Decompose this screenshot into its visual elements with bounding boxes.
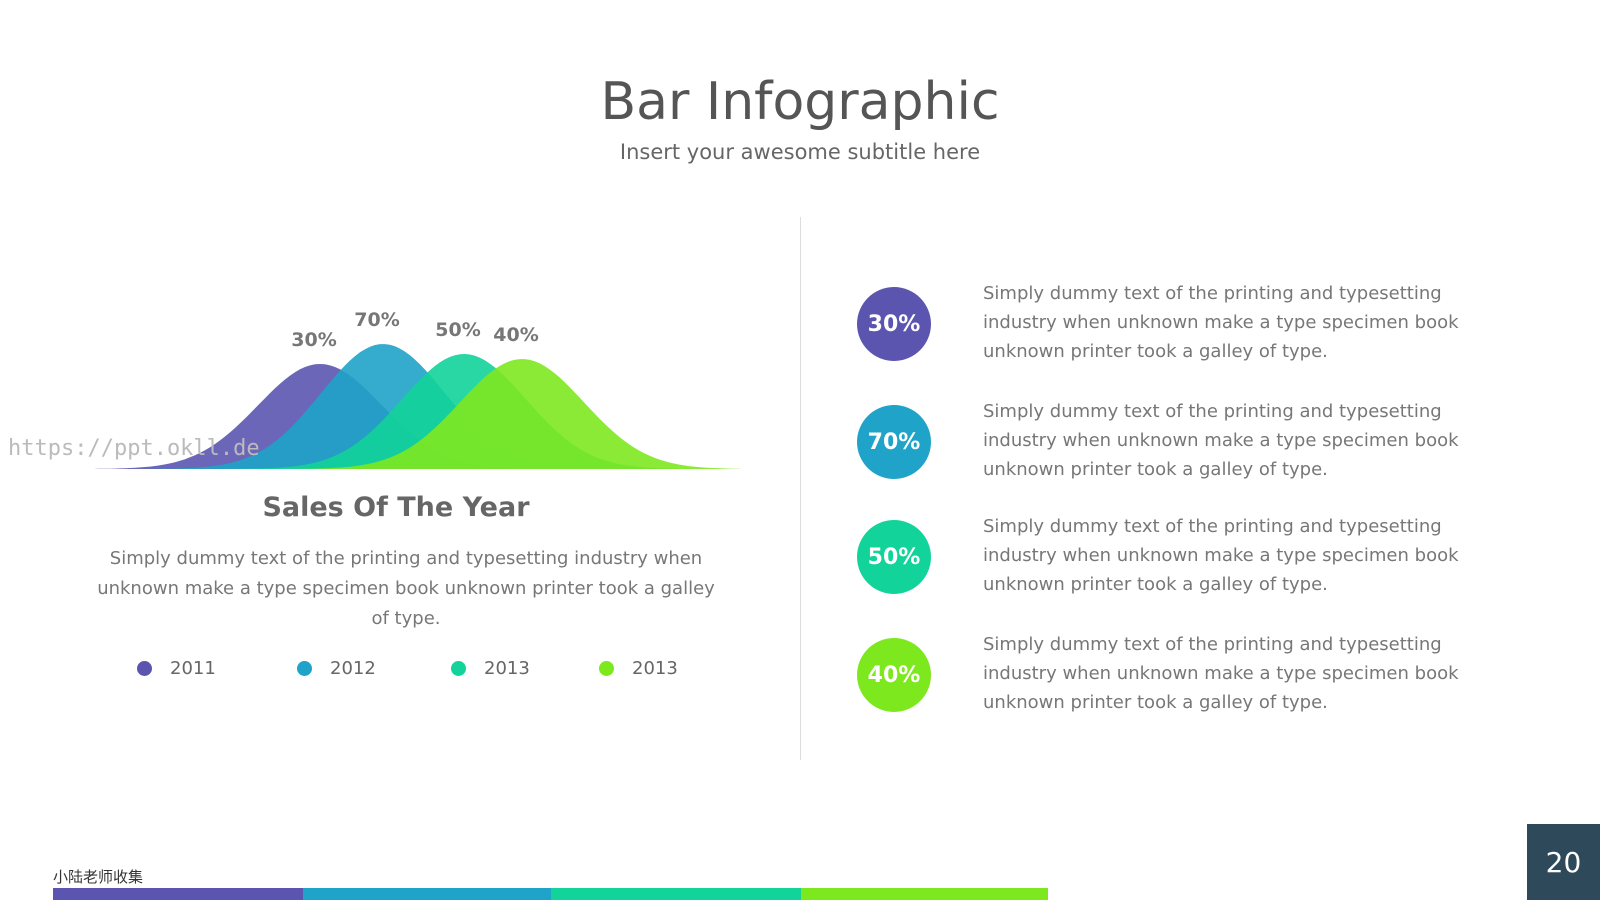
percent-circle: 70% [857,405,931,479]
bell-area [95,354,740,469]
percent-circle: 40% [857,638,931,712]
legend-label: 2011 [170,658,216,679]
legend-label: 2013 [484,658,530,679]
legend-dot [137,661,152,676]
footer-bar [303,888,551,900]
value-label: 50% [435,319,480,341]
item-text: Simply dummy text of the printing and ty… [983,634,1459,713]
value-label: 30% [291,329,336,351]
legend-item: 2012 [297,658,376,679]
chart-title: Sales Of The Year [262,492,530,523]
legend-dot [297,661,312,676]
legend-item: 2011 [137,658,216,679]
item-text: Simply dummy text of the printing and ty… [983,516,1459,595]
legend-label: 2013 [632,658,678,679]
percent-circle: 30% [857,287,931,361]
title: Bar Infographic [600,72,1000,132]
footer-bar [53,888,303,900]
footer-bar [801,888,1048,900]
percent-circle: 50% [857,520,931,594]
legend-item: 2013 [451,658,530,679]
subtitle: Insert your awesome subtitle here [619,140,981,164]
watermark: https://ppt.okll.de [8,436,260,461]
footer-bar [551,888,801,900]
page-number: 20 [1527,824,1600,900]
bell-area [95,359,740,469]
bell-area [95,364,740,469]
value-label: 40% [493,324,538,346]
credit: 小陆老师收集 [53,868,144,886]
divider [800,217,801,760]
value-label: 70% [354,309,399,331]
legend-label: 2012 [330,658,376,679]
item-text: Simply dummy text of the printing and ty… [983,283,1459,362]
chart: 30% 70% 50% 40% [95,309,740,469]
legend-item: 2013 [599,658,678,679]
chart-description: Simply dummy text of the printing and ty… [97,548,715,629]
legend-dot [451,661,466,676]
item-text: Simply dummy text of the printing and ty… [983,401,1459,480]
legend-dot [599,661,614,676]
